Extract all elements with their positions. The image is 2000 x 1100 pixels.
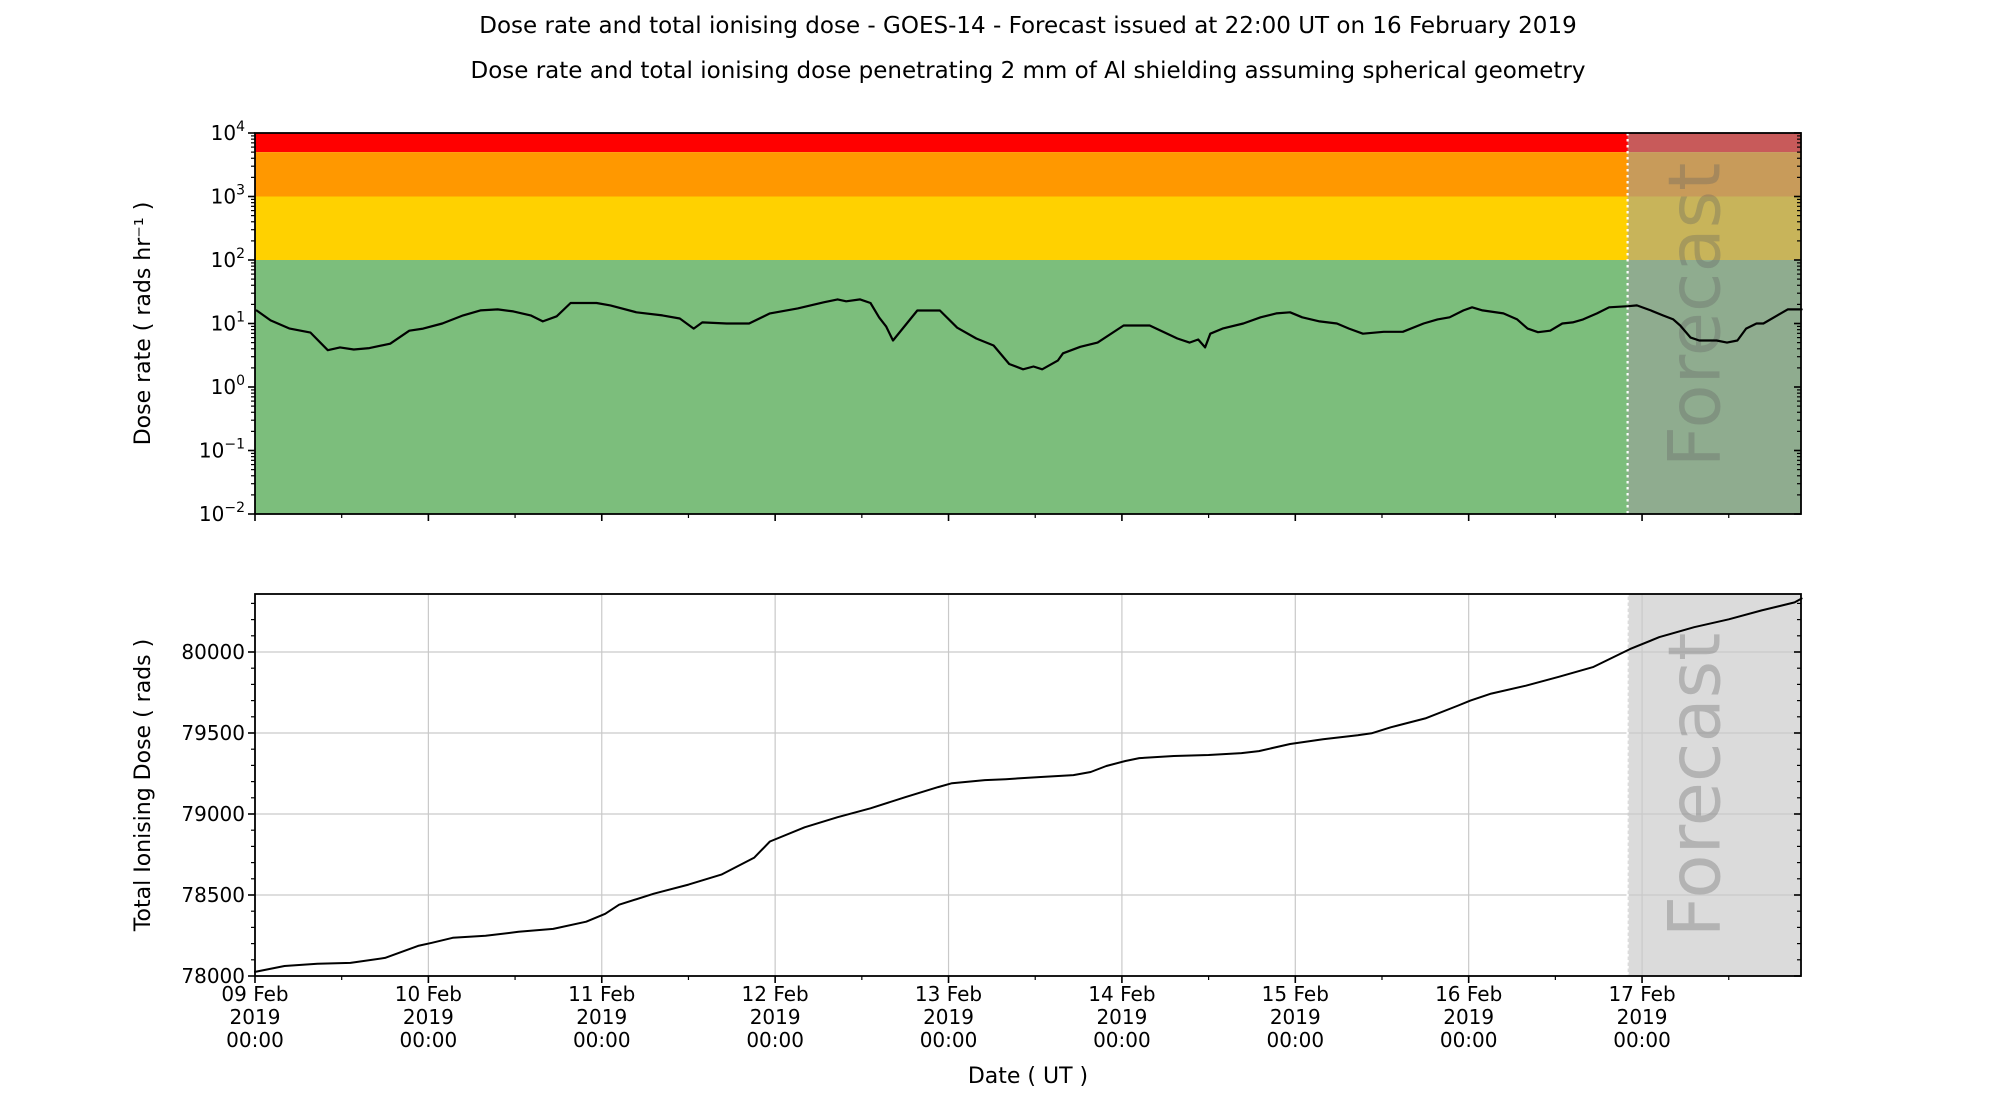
x-axis-tick-label: 17 Feb xyxy=(1608,982,1675,1006)
x-axis-tick-label: 2019 xyxy=(923,1005,974,1029)
x-axis-tick-label: 00:00 xyxy=(226,1028,284,1052)
band-orange xyxy=(255,152,1801,197)
tid-y-label: Total Ionising Dose ( rads ) xyxy=(131,639,156,932)
y-axis-tick-label: 10−1 xyxy=(199,437,245,463)
forecast-region xyxy=(1627,594,1801,976)
x-axis-tick-label: 2019 xyxy=(1617,1005,1668,1029)
x-axis-tick-label: 2019 xyxy=(1443,1005,1494,1029)
y-axis-tick-label: 103 xyxy=(211,183,245,209)
y-axis-tick-label: 80000 xyxy=(181,640,245,664)
y-axis-tick-label: 78000 xyxy=(181,964,245,988)
forecast-label: Forecast xyxy=(1653,633,1737,938)
x-axis-tick-label: 10 Feb xyxy=(395,982,462,1006)
x-axis-label: Date ( UT ) xyxy=(968,1064,1088,1089)
forecast-label: Forecast xyxy=(1653,163,1737,468)
band-green xyxy=(255,260,1801,514)
x-axis-tick-label: 00:00 xyxy=(1266,1028,1324,1052)
chart-subtitle: Dose rate and total ionising dose penetr… xyxy=(470,58,1586,84)
total-dose-line xyxy=(254,597,1803,973)
x-axis-tick-label: 16 Feb xyxy=(1435,982,1502,1006)
y-axis-tick-label: 100 xyxy=(211,373,245,399)
y-axis-tick-label: 104 xyxy=(211,119,245,145)
y-axis-tick-label: 101 xyxy=(211,310,245,336)
x-axis-tick-label: 2019 xyxy=(1270,1005,1321,1029)
x-axis-tick-label: 12 Feb xyxy=(742,982,809,1006)
x-axis-tick-label: 00:00 xyxy=(1613,1028,1671,1052)
x-axis-tick-label: 2019 xyxy=(576,1005,627,1029)
band-red xyxy=(255,133,1801,153)
x-axis-tick-label: 09 Feb xyxy=(221,982,288,1006)
x-axis-tick-label: 00:00 xyxy=(1093,1028,1151,1052)
x-axis-tick-label: 14 Feb xyxy=(1088,982,1155,1006)
dose-rate-line xyxy=(255,298,1803,371)
x-axis-tick-label: 00:00 xyxy=(573,1028,631,1052)
x-axis-tick-label: 00:00 xyxy=(746,1028,804,1052)
x-axis-tick-label: 13 Feb xyxy=(915,982,982,1006)
x-axis-tick-label: 2019 xyxy=(403,1005,454,1029)
y-axis-tick-label: 10−2 xyxy=(199,500,245,526)
band-yellow xyxy=(255,196,1801,260)
x-axis-tick-label: 00:00 xyxy=(1440,1028,1498,1052)
x-axis-tick-label: 00:00 xyxy=(400,1028,458,1052)
chart-title: Dose rate and total ionising dose - GOES… xyxy=(479,13,1577,39)
dose-rate-y-label: Dose rate ( rads hr⁻¹ ) xyxy=(131,202,156,446)
y-axis-tick-label: 102 xyxy=(211,246,245,272)
y-axis-tick-label: 79000 xyxy=(181,802,245,826)
x-axis-tick-label: 00:00 xyxy=(920,1028,978,1052)
x-axis-tick-label: 2019 xyxy=(1096,1005,1147,1029)
tid-frame xyxy=(254,593,1802,977)
y-axis-tick-label: 78500 xyxy=(181,883,245,907)
dose-rate-panel: Forecast 104 103 102 101 100 10−1 10−2 Dose rate… xyxy=(131,119,1803,526)
x-axis-tick-label: 15 Feb xyxy=(1262,982,1329,1006)
x-axis-tick-label: 11 Feb xyxy=(568,982,635,1006)
x-axis-tick-label: 2019 xyxy=(750,1005,801,1029)
x-axis-tick-label: 2019 xyxy=(230,1005,281,1029)
forecast-overlay xyxy=(1627,133,1801,514)
y-axis-tick-label: 79500 xyxy=(181,721,245,745)
